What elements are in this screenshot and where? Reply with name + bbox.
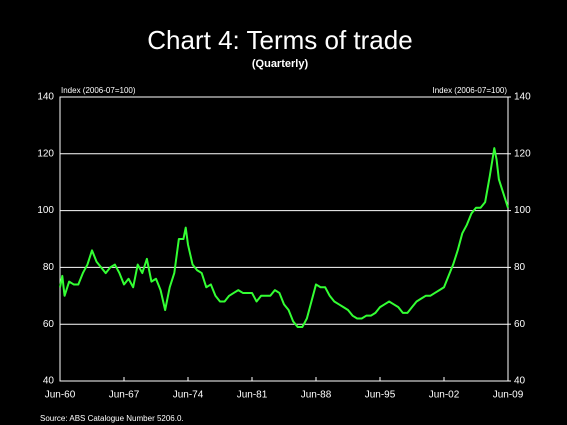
- x-tick-label: Jun-74: [173, 390, 204, 401]
- x-tick-label: Jun-88: [301, 390, 332, 401]
- x-tick-label: Jun-60: [45, 390, 76, 401]
- chart-title: Chart 4: Terms of trade: [147, 25, 412, 55]
- x-tick-label: Jun-81: [237, 390, 268, 401]
- x-tick-label: Jun-95: [365, 390, 396, 401]
- y-tick-label: 140: [37, 92, 54, 103]
- x-tick-label: Jun-67: [109, 390, 140, 401]
- source-note: Source: ABS Catalogue Number 5206.0.: [40, 414, 184, 423]
- x-tick-label: Jun-02: [429, 390, 460, 401]
- y2-tick-label: 60: [514, 319, 526, 330]
- y-tick-label: 40: [43, 376, 55, 387]
- y-tick-label: 80: [43, 262, 55, 273]
- data-line: [59, 147, 509, 329]
- y2-tick-label: 120: [514, 148, 531, 159]
- y-tick-label: 100: [37, 205, 54, 216]
- chart-subtitle: (Quarterly): [252, 58, 309, 70]
- y-tick-label: 120: [37, 148, 54, 159]
- plot-frame: [59, 96, 509, 382]
- y2-axis-label: Index (2006-07=100): [433, 86, 508, 95]
- y2-tick-label: 100: [514, 205, 531, 216]
- y2-tick-label: 140: [514, 92, 531, 103]
- y-axis-label: Index (2006-07=100): [61, 86, 136, 95]
- x-tick-label: Jun-09: [493, 390, 524, 401]
- y-tick-label: 60: [43, 319, 55, 330]
- y2-tick-label: 80: [514, 262, 526, 273]
- y2-tick-label: 40: [514, 376, 526, 387]
